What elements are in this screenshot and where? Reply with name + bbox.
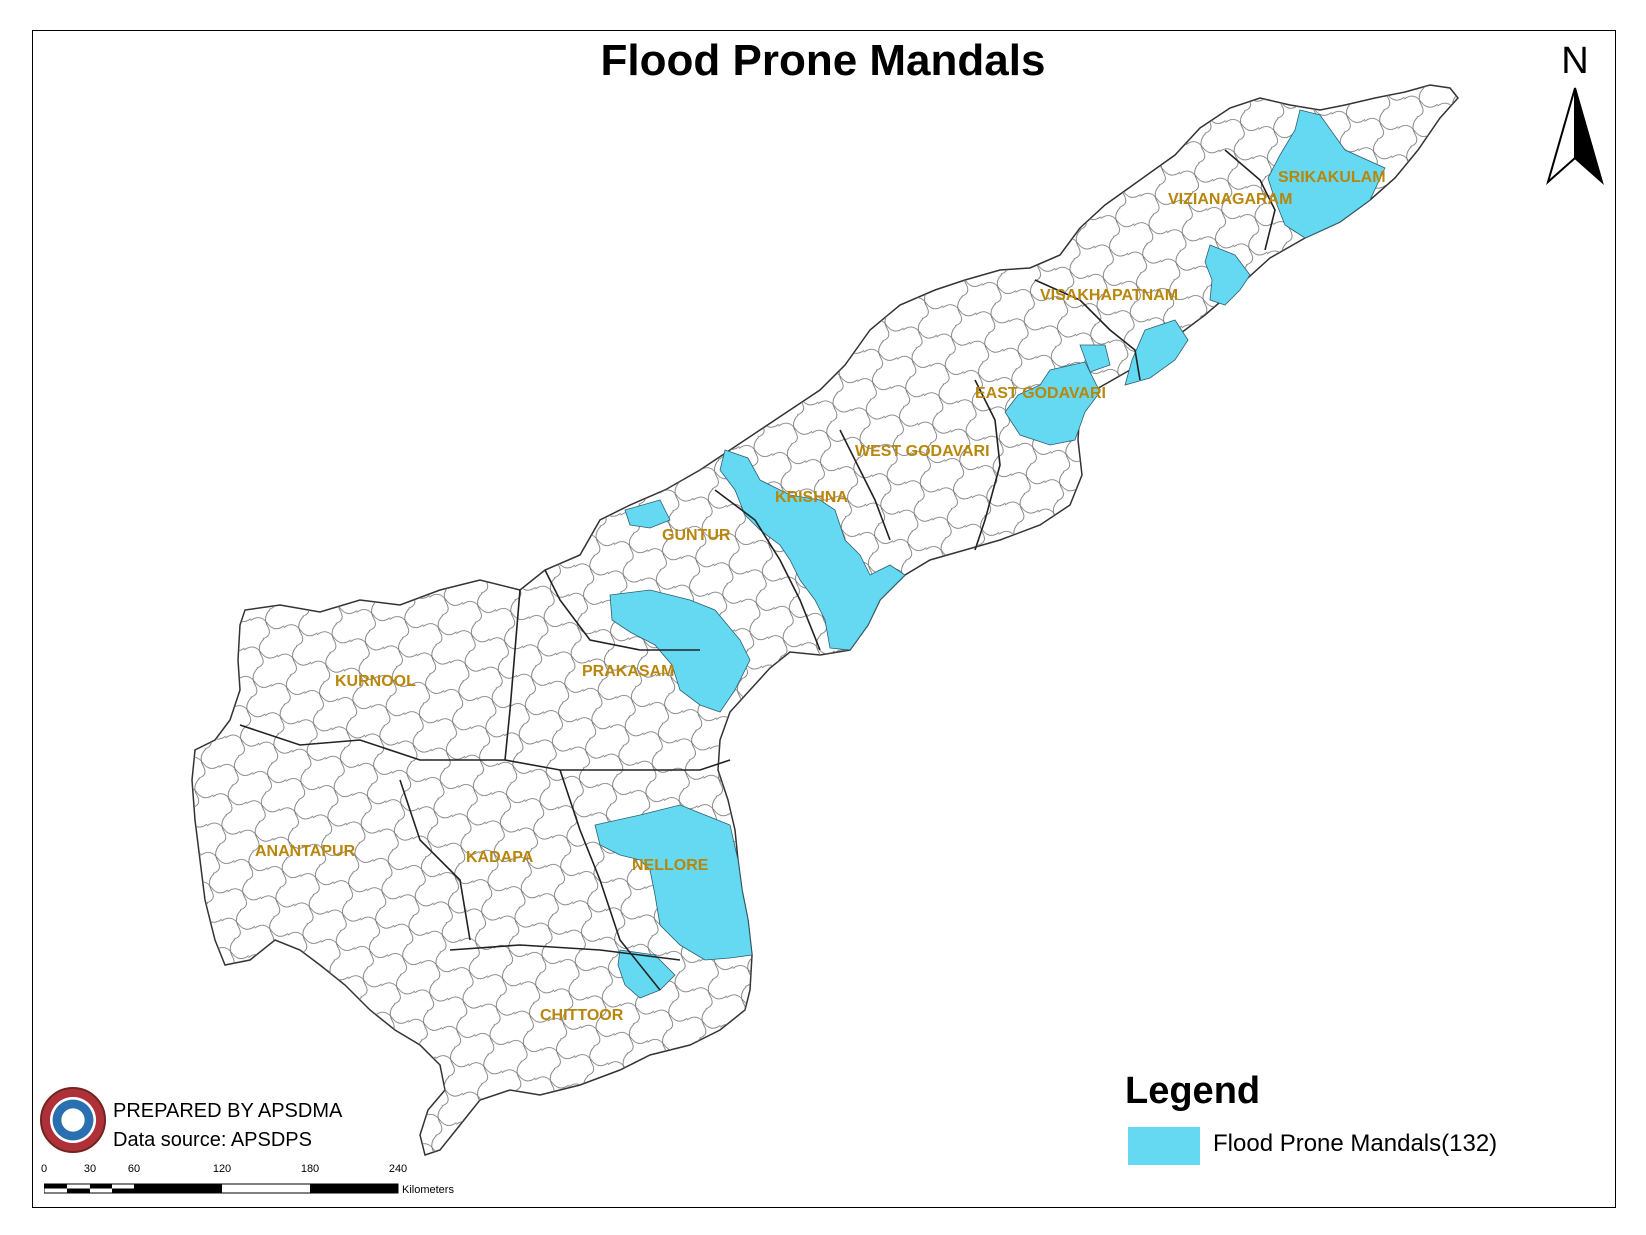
legend-title: Legend [1125, 1070, 1261, 1112]
scale-bar: 0 30 60 120 180 240 Kilometers [40, 1163, 480, 1203]
flood-zone-nellore [594, 804, 753, 961]
north-arrow-icon [1546, 87, 1604, 186]
north-letter: N [1561, 40, 1589, 82]
district-label-east-godavari: EAST GODAVARI [975, 385, 1106, 402]
map-frame [32, 30, 1616, 1208]
district-label-anantapur: ANANTAPUR [255, 843, 356, 860]
map-title: Flood Prone Mandals [600, 36, 1046, 85]
flood-zone-vizianagaram [1204, 244, 1251, 306]
district-label-srikakulam: SRIKAKULAM [1278, 169, 1386, 186]
district-label-west-godavari: WEST GODAVARI [855, 443, 990, 460]
flood-zone-guntur [624, 499, 671, 529]
prepared-by-text: PREPARED BY APSDMA [113, 1100, 343, 1122]
scale-tick-0: 0 [40, 1163, 48, 1175]
scale-unit: Kilometers [402, 1184, 454, 1196]
district-label-kurnool: KURNOOL [335, 673, 416, 690]
flood-zone-srikakulam [1267, 109, 1386, 239]
district-label-chittoor: CHITTOOR [540, 1007, 624, 1024]
flood-zone-visakhapatnam [1124, 319, 1189, 386]
scale-tick-120: 120 [212, 1163, 232, 1175]
scale-tick-180: 180 [300, 1163, 320, 1175]
scale-bar-graphic [44, 1183, 399, 1194]
legend-item-label: Flood Prone Mandals(132) [1213, 1130, 1498, 1157]
district-labels: SRIKAKULAM VIZIANAGARAM VISAKHAPATNAM EA… [255, 169, 1386, 1024]
scale-tick-30: 30 [83, 1163, 97, 1175]
district-label-vizianagaram: VIZIANAGARAM [1168, 191, 1292, 208]
district-label-guntur: GUNTUR [662, 527, 731, 544]
district-label-visakhapatnam: VISAKHAPATNAM [1040, 287, 1178, 304]
district-label-prakasam: PRAKASAM [582, 663, 674, 680]
district-label-krishna: KRISHNA [775, 489, 848, 506]
flood-zone-egodavari-north [1079, 344, 1111, 373]
legend-swatch [1128, 1127, 1200, 1165]
flood-zone-east-godavari [1004, 361, 1101, 446]
district-label-nellore: NELLORE [632, 857, 709, 874]
north-arrow: N [1540, 40, 1610, 190]
scale-tick-60: 60 [127, 1163, 141, 1175]
data-source-text: Data source: APSDPS [113, 1129, 312, 1151]
scale-tick-240: 240 [388, 1163, 408, 1175]
district-boundaries [239, 149, 1276, 991]
flood-prone-regions [594, 109, 1386, 999]
flood-zone-krishna [719, 449, 906, 651]
apsdma-logo [40, 1087, 106, 1153]
flood-zone-prakasam [609, 589, 751, 713]
district-label-kadapa: KADAPA [466, 849, 534, 866]
